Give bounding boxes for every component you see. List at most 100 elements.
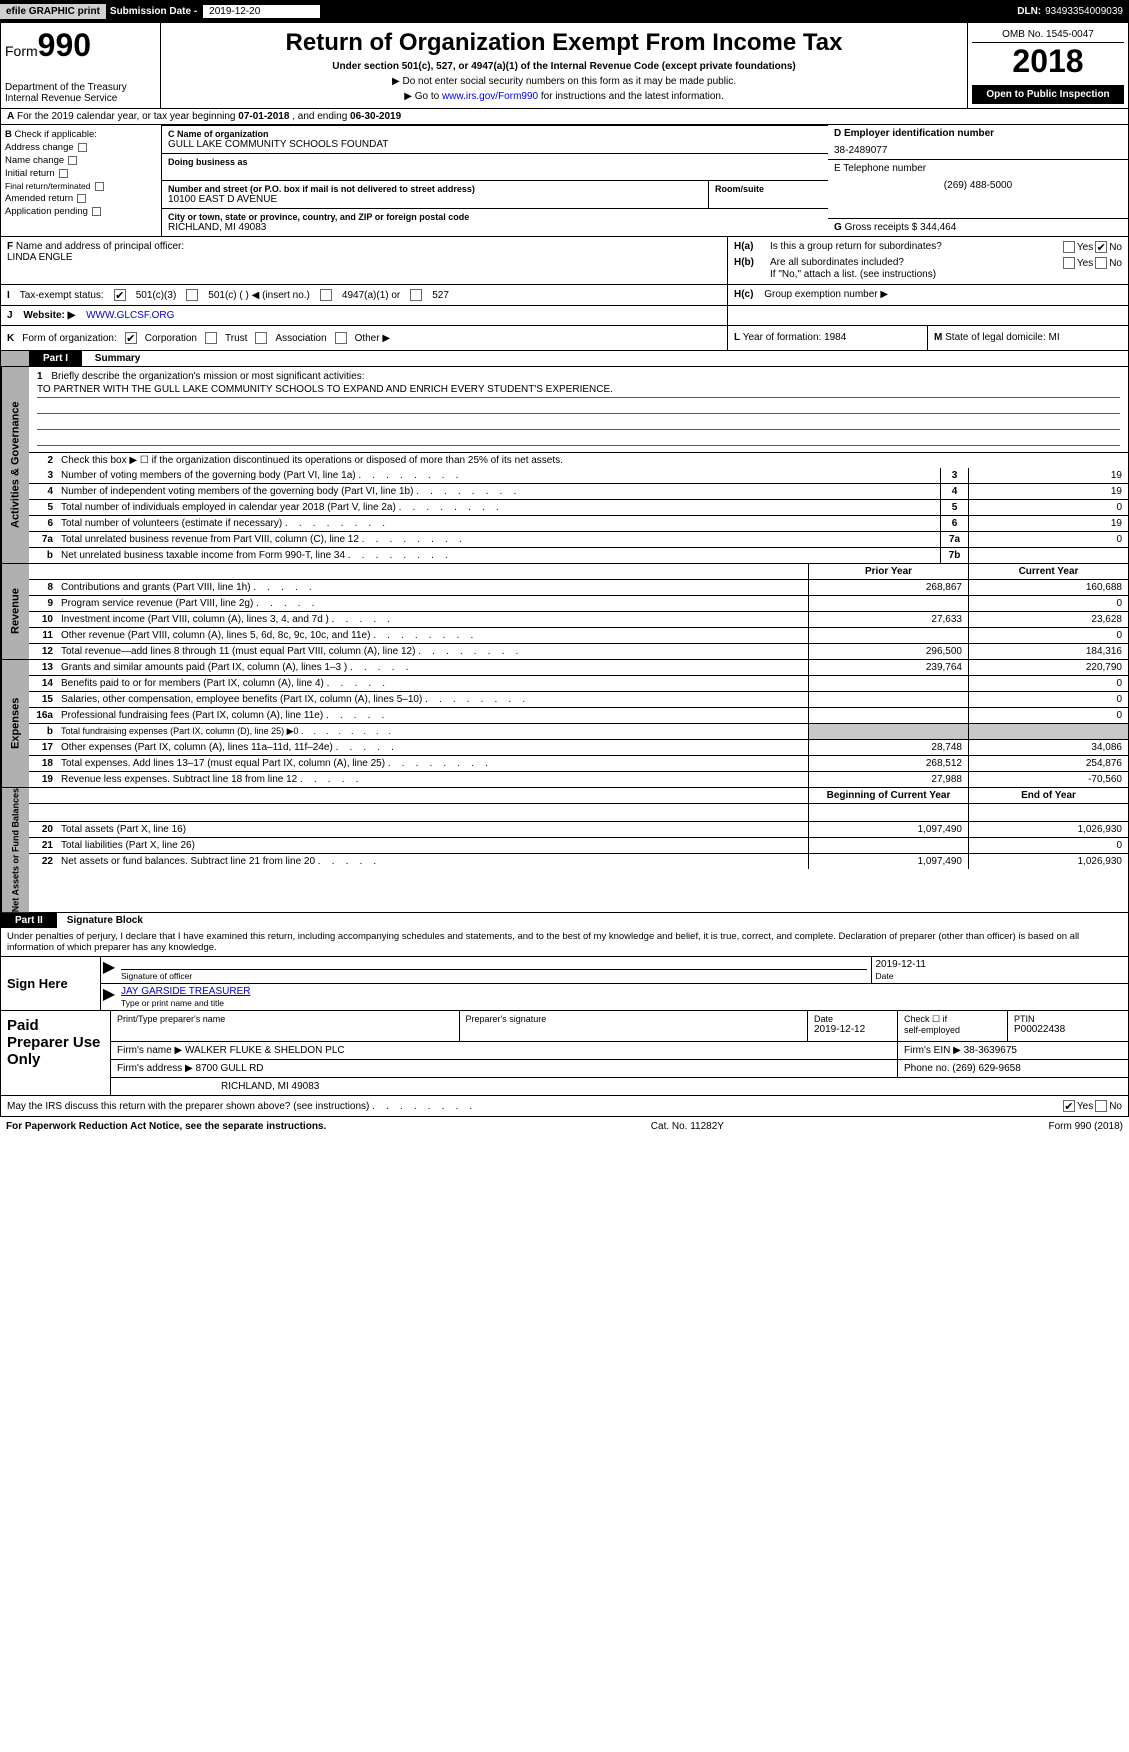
efile-badge: efile GRAPHIC print bbox=[0, 4, 106, 19]
gov-line-6: 6Total number of volunteers (estimate if… bbox=[29, 516, 1128, 532]
open-to-public: Open to Public Inspection bbox=[972, 85, 1124, 104]
line-text: Number of independent voting members of … bbox=[57, 484, 940, 499]
yes-label: Yes bbox=[1077, 242, 1093, 253]
yes-box[interactable] bbox=[1063, 257, 1075, 269]
paid-preparer-label: Paid Preparer Use Only bbox=[1, 1011, 111, 1095]
form-title: Return of Organization Exempt From Incom… bbox=[171, 29, 957, 57]
discuss-yes-checked[interactable] bbox=[1063, 1100, 1075, 1112]
line-num: 20 bbox=[29, 822, 57, 837]
label-k: K bbox=[7, 333, 14, 344]
chk-corp[interactable] bbox=[125, 332, 137, 344]
self-emp-check[interactable]: Check ☐ if bbox=[904, 1014, 1001, 1025]
chk-assoc[interactable] bbox=[255, 332, 267, 344]
mission-text: TO PARTNER WITH THE GULL LAKE COMMUNITY … bbox=[37, 384, 1120, 398]
line2-text: Check this box ▶ ☐ if the organization d… bbox=[57, 453, 1128, 468]
prep-date: 2019-12-12 bbox=[814, 1024, 891, 1035]
label-d: D Employer identification number bbox=[834, 128, 994, 139]
chk-501c3[interactable] bbox=[114, 289, 126, 301]
cell-dba: Doing business as bbox=[161, 153, 828, 180]
irs-link[interactable]: www.irs.gov/Form990 bbox=[442, 91, 538, 102]
line-text: Grants and similar amounts paid (Part IX… bbox=[57, 660, 808, 675]
chk-app-pending[interactable]: Application pending bbox=[5, 206, 157, 217]
irs-label: Internal Revenue Service bbox=[5, 93, 156, 104]
line-text: Professional fundraising fees (Part IX, … bbox=[57, 708, 808, 723]
chk-501c[interactable] bbox=[186, 289, 198, 301]
firm-addr: 8700 GULL RD bbox=[196, 1063, 264, 1074]
label-c: C Name of organization bbox=[168, 129, 822, 139]
chk-initial-return[interactable]: Initial return bbox=[5, 168, 157, 179]
ssn-warning: ▶ Do not enter social security numbers o… bbox=[171, 76, 957, 87]
line-text: Benefits paid to or for members (Part IX… bbox=[57, 676, 808, 691]
line-num: 10 bbox=[29, 612, 57, 627]
website-url[interactable]: WWW.GLCSF.ORG bbox=[86, 310, 174, 321]
self-emp-label: self-employed bbox=[904, 1025, 1001, 1035]
line-text: Total number of volunteers (estimate if … bbox=[57, 516, 940, 531]
no-box[interactable] bbox=[1095, 257, 1107, 269]
label-l: L bbox=[734, 332, 740, 343]
line-num: 3 bbox=[29, 468, 57, 483]
line-num: 12 bbox=[29, 644, 57, 659]
check-applicable: Check if applicable: bbox=[15, 129, 97, 140]
line-num: 22 bbox=[29, 854, 57, 869]
chk-lbl-1: Name change bbox=[5, 155, 64, 166]
firm-ein-label: Firm's EIN ▶ bbox=[904, 1045, 961, 1056]
goto-suffix: for instructions and the latest informat… bbox=[538, 91, 724, 102]
line-box: 5 bbox=[940, 500, 968, 515]
tax-exempt-label: Tax-exempt status: bbox=[20, 290, 104, 301]
chk-amended[interactable]: Amended return bbox=[5, 193, 157, 204]
line-18: 18Total expenses. Add lines 13–17 (must … bbox=[29, 756, 1128, 772]
hdr-beginning: Beginning of Current Year bbox=[808, 788, 968, 803]
line-22: 22Net assets or fund balances. Subtract … bbox=[29, 854, 1128, 869]
no-box-checked[interactable] bbox=[1095, 241, 1107, 253]
blank-line bbox=[37, 400, 1120, 414]
cell-org-name: C Name of organization GULL LAKE COMMUNI… bbox=[161, 125, 828, 153]
line-13: 13Grants and similar amounts paid (Part … bbox=[29, 660, 1128, 676]
current-value: 220,790 bbox=[968, 660, 1128, 675]
chk-final-return[interactable]: Final return/terminated bbox=[5, 181, 157, 191]
signer-name[interactable]: JAY GARSIDE TREASURER bbox=[121, 986, 1124, 997]
line-num: 21 bbox=[29, 838, 57, 853]
chk-name-change[interactable]: Name change bbox=[5, 155, 157, 166]
sig-label: Signature of officer bbox=[121, 969, 867, 981]
row-i: I Tax-exempt status: 501(c)(3) 501(c) ( … bbox=[0, 284, 1129, 305]
paid-row3: Firm's address ▶ 8700 GULL RD Phone no. … bbox=[111, 1060, 1128, 1078]
section-governance: Activities & Governance 1 Briefly descri… bbox=[0, 366, 1129, 563]
checkbox-icon bbox=[95, 182, 104, 191]
prior-value: 239,764 bbox=[808, 660, 968, 675]
checkbox-icon bbox=[78, 143, 87, 152]
prior-value: 1,097,490 bbox=[808, 822, 968, 837]
city-label: City or town, state or province, country… bbox=[168, 212, 822, 222]
row-k: K Form of organization: Corporation Trus… bbox=[0, 325, 1129, 351]
line-b: bTotal fundraising expenses (Part IX, co… bbox=[29, 724, 1128, 740]
chk-4947[interactable] bbox=[320, 289, 332, 301]
discuss-no[interactable] bbox=[1095, 1100, 1107, 1112]
chk-trust[interactable] bbox=[205, 332, 217, 344]
line-text: Investment income (Part VIII, column (A)… bbox=[57, 612, 808, 627]
hb-note: If "No," attach a list. (see instruction… bbox=[770, 269, 1122, 280]
hdr-current-year: Current Year bbox=[968, 564, 1128, 579]
prep-sig-label: Preparer's signature bbox=[466, 1014, 802, 1024]
officer-signature[interactable]: Signature of officer bbox=[117, 957, 872, 983]
chk-address-change[interactable]: Address change bbox=[5, 142, 157, 153]
line-text: Salaries, other compensation, employee b… bbox=[57, 692, 808, 707]
perjury-text: Under penalties of perjury, I declare th… bbox=[1, 928, 1128, 957]
cell-phone: E Telephone number (269) 488-5000 bbox=[828, 159, 1128, 194]
firm-phone-label: Phone no. bbox=[904, 1063, 952, 1074]
cat-no: Cat. No. 11282Y bbox=[651, 1121, 724, 1132]
checkbox-icon bbox=[68, 156, 77, 165]
spacer-row bbox=[29, 804, 1128, 822]
prior-value bbox=[808, 692, 968, 707]
ha-yes-no: Yes No bbox=[1061, 241, 1122, 253]
prior-value: 27,633 bbox=[808, 612, 968, 627]
chk-other[interactable] bbox=[335, 332, 347, 344]
line-text: Revenue less expenses. Subtract line 18 … bbox=[57, 772, 808, 787]
chk-527[interactable] bbox=[410, 289, 422, 301]
prior-value: 268,512 bbox=[808, 756, 968, 771]
tax-year-begin: 07-01-2018 bbox=[238, 111, 289, 122]
line-value bbox=[968, 548, 1128, 563]
arrow-icon: ▶ bbox=[101, 984, 117, 1010]
opt-corp: Corporation bbox=[145, 333, 197, 344]
line-value: 0 bbox=[968, 532, 1128, 547]
opt-501c: 501(c) ( ) ◀ (insert no.) bbox=[208, 290, 310, 301]
yes-box[interactable] bbox=[1063, 241, 1075, 253]
